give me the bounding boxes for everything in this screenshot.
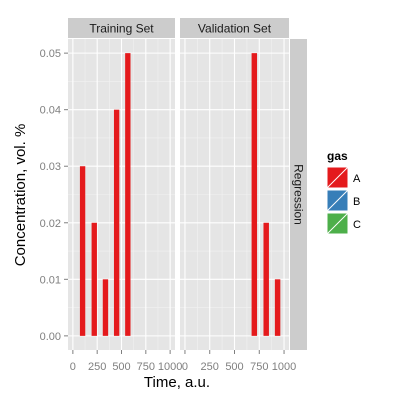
legend-label-B: B xyxy=(353,196,360,208)
x-tick-label: 1000 xyxy=(272,361,296,373)
y-axis-title: Concentration, vol. % xyxy=(12,124,29,267)
y-tick-label: 0.03 xyxy=(40,161,61,173)
x-tick-label: 500 xyxy=(112,361,130,373)
bar-training-4 xyxy=(113,109,120,336)
bar-training-1 xyxy=(79,166,86,336)
x-tick-label: 0 xyxy=(182,361,188,373)
y-tick-label: 0.05 xyxy=(40,48,61,60)
bar-validation-1 xyxy=(251,53,258,336)
legend-key-slash xyxy=(326,212,349,235)
facet-label-1: Training Set xyxy=(89,22,154,36)
bar-training-5 xyxy=(125,53,131,336)
bar-training-2 xyxy=(91,222,97,336)
y-tick-label: 0.04 xyxy=(40,105,61,117)
legend-title: gas xyxy=(327,149,348,163)
x-tick-label: 0 xyxy=(70,361,76,373)
y-tick-label: 0.01 xyxy=(40,274,61,286)
y-tick-label: 0.00 xyxy=(40,331,61,343)
legend-label-C: C xyxy=(353,219,361,231)
legend-key-slash xyxy=(326,166,349,189)
x-tick-label: 250 xyxy=(88,361,106,373)
facet-strip-1 xyxy=(68,18,175,38)
x-axis-title: Time, a.u. xyxy=(144,374,210,391)
facet-row-label: Regression xyxy=(292,164,306,225)
x-tick-label: 750 xyxy=(250,361,268,373)
facet-label-2: Validation Set xyxy=(198,22,272,36)
bar-validation-2 xyxy=(263,222,269,336)
x-tick-label: 250 xyxy=(201,361,219,373)
x-tick-label: 750 xyxy=(137,361,155,373)
x-tick-label: 500 xyxy=(225,361,243,373)
legend-label-A: A xyxy=(353,173,361,185)
x-tick-label: 1000 xyxy=(158,361,182,373)
facet-strip-2 xyxy=(180,18,289,38)
bar-training-3 xyxy=(102,279,109,336)
y-tick-label: 0.02 xyxy=(40,218,61,230)
facet-row-strip xyxy=(290,39,307,350)
legend-key-slash xyxy=(326,189,349,212)
bar-validation-3 xyxy=(274,279,281,336)
